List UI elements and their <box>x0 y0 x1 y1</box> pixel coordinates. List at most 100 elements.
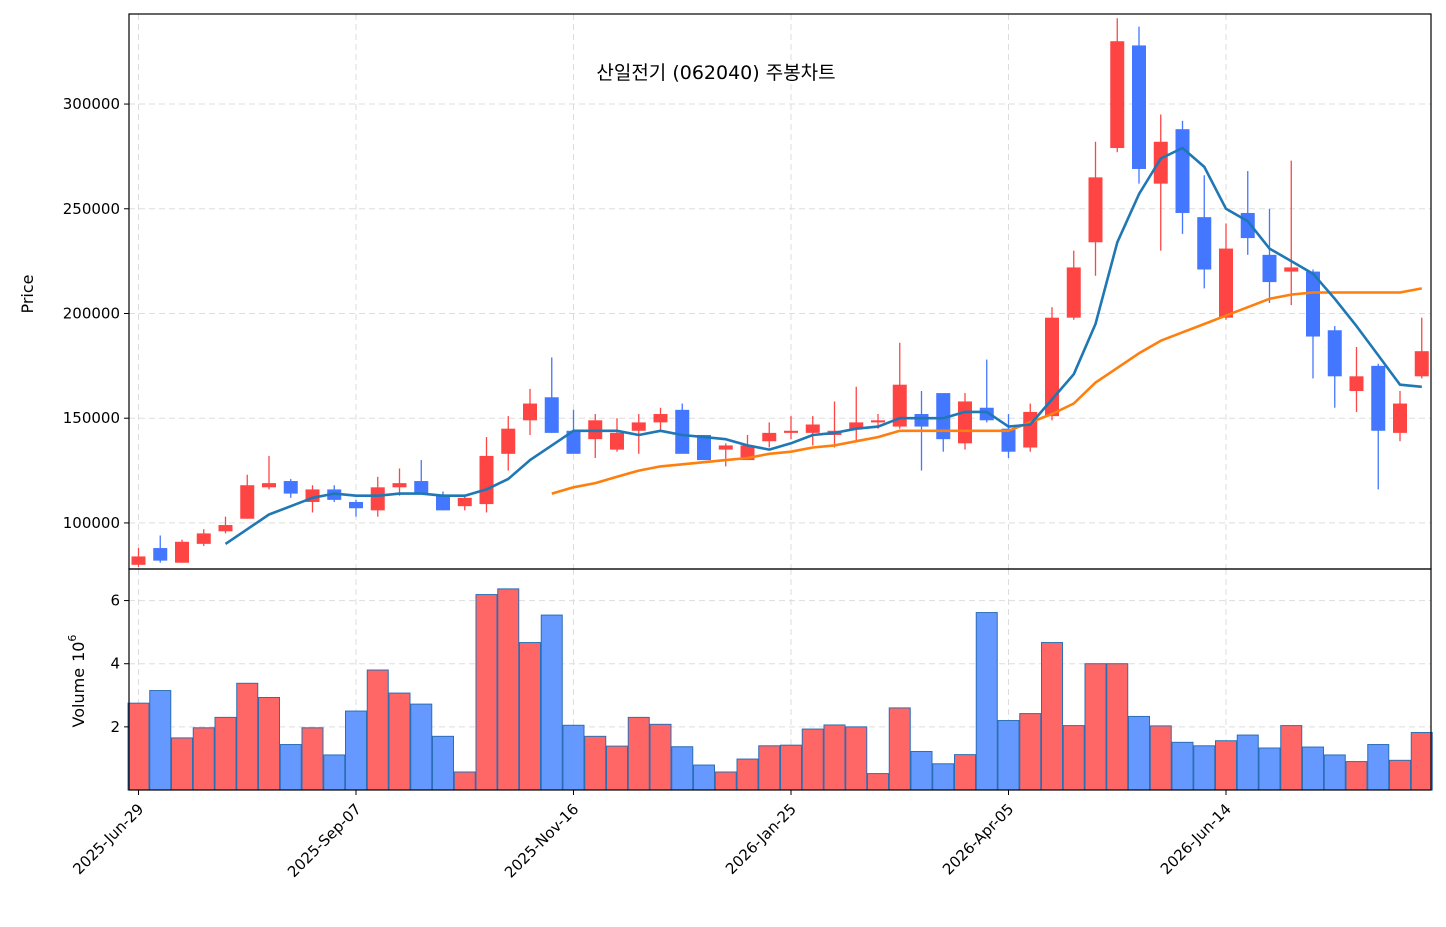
candle-body <box>479 455 494 505</box>
candle-body <box>762 432 777 442</box>
volume-axis-label: Volume 106 <box>66 635 88 728</box>
volume-bar <box>171 737 193 791</box>
volume-bar <box>497 588 520 791</box>
volume-bar <box>606 745 628 791</box>
ma-long-line <box>551 287 1423 495</box>
volume-bar <box>1258 747 1281 791</box>
volume-bar <box>888 707 911 791</box>
volume-axis-label-text: Volume <box>69 668 88 728</box>
volume-bar <box>584 735 607 791</box>
price-y-tick-label: 100000 <box>63 514 120 532</box>
volume-bar <box>410 703 433 791</box>
grid-lines <box>129 14 1431 790</box>
volume-bar <box>301 727 324 791</box>
candle-body <box>610 432 624 450</box>
candle-body <box>718 445 733 450</box>
candle-body <box>349 501 363 509</box>
price-y-tick-label: 300000 <box>63 95 120 113</box>
volume-bar <box>845 726 868 791</box>
volume-bar <box>1345 761 1368 791</box>
volume-bar <box>323 754 346 791</box>
candle-body <box>1284 267 1299 272</box>
candle-body <box>1110 41 1125 149</box>
ma-short-line <box>224 146 1422 545</box>
volume-bar <box>562 724 585 791</box>
candle-body <box>175 541 189 563</box>
volume-bar <box>801 728 824 791</box>
volume-bar <box>1410 732 1433 791</box>
candle-body <box>1001 428 1016 452</box>
candle-body <box>914 414 929 427</box>
volume-bar <box>975 612 998 791</box>
candle-body <box>936 393 951 440</box>
volume-bar <box>1062 725 1085 791</box>
volume-bar <box>432 735 454 791</box>
volume-bar <box>519 642 541 791</box>
candle-body <box>1327 330 1342 377</box>
volume-bar <box>149 690 172 791</box>
volume-bar <box>1367 744 1390 791</box>
volume-bar <box>1280 725 1303 791</box>
volume-y-tick-label: 2 <box>110 718 120 736</box>
candle-body <box>1219 248 1233 318</box>
volume-bar <box>1323 754 1346 791</box>
candle-body <box>1414 351 1429 377</box>
volume-bar <box>1041 642 1063 791</box>
volume-bar <box>867 773 889 791</box>
volume-bar <box>693 764 715 791</box>
candle-body <box>370 487 385 511</box>
candle-body <box>805 424 820 433</box>
candle-body <box>1175 129 1190 213</box>
candle-body <box>871 420 885 423</box>
candle-body <box>523 403 537 421</box>
volume-bar <box>453 771 476 791</box>
price-axis-label: Price <box>18 274 37 313</box>
candle-body <box>1153 141 1168 184</box>
candle-body <box>392 483 407 488</box>
candle-body <box>1393 403 1407 433</box>
volume-panel-frame <box>128 568 1432 791</box>
volume-bar <box>192 727 215 791</box>
volume-bar <box>540 614 563 791</box>
candle-body <box>697 434 711 461</box>
volume-bar <box>997 720 1020 791</box>
volume-bar <box>279 744 302 791</box>
volume-bar <box>736 758 759 791</box>
volume-bar <box>366 669 389 791</box>
candle-body <box>1088 177 1103 243</box>
candle-body <box>653 414 668 423</box>
candle-body <box>457 497 472 507</box>
candle-body <box>1132 45 1146 169</box>
volume-y-tick-label: 4 <box>110 655 120 673</box>
price-y-tick-label: 200000 <box>63 304 120 322</box>
chart-title: 산일전기 (062040) 주봉차트 <box>596 62 835 84</box>
volume-bar <box>1084 663 1107 791</box>
candle-body <box>1371 365 1386 431</box>
volume-bar <box>214 716 237 791</box>
volume-bar <box>627 716 650 791</box>
price-y-tick-label: 250000 <box>63 200 120 218</box>
volume-bar <box>1128 715 1150 791</box>
candle-body <box>849 422 864 429</box>
candlesticks <box>131 18 1429 567</box>
volume-bar <box>1171 741 1194 791</box>
candle-body <box>414 481 429 494</box>
volume-bar <box>932 763 955 791</box>
volume-bar <box>910 750 933 791</box>
candle-body <box>566 430 581 454</box>
candle-body <box>1045 317 1059 417</box>
volume-bars <box>127 588 1433 791</box>
candle-body <box>544 397 559 433</box>
volume-bar <box>236 682 259 791</box>
candle-body <box>1306 271 1320 337</box>
volume-bar <box>758 745 781 791</box>
volume-bar <box>1236 734 1259 791</box>
moving-averages <box>224 146 1423 545</box>
volume-bar <box>388 692 411 791</box>
candle-body <box>1349 376 1364 391</box>
candle-body <box>501 428 516 454</box>
volume-axis-label-power: 6 <box>66 635 79 642</box>
volume-bar <box>475 594 498 791</box>
volume-bar <box>1106 663 1129 791</box>
